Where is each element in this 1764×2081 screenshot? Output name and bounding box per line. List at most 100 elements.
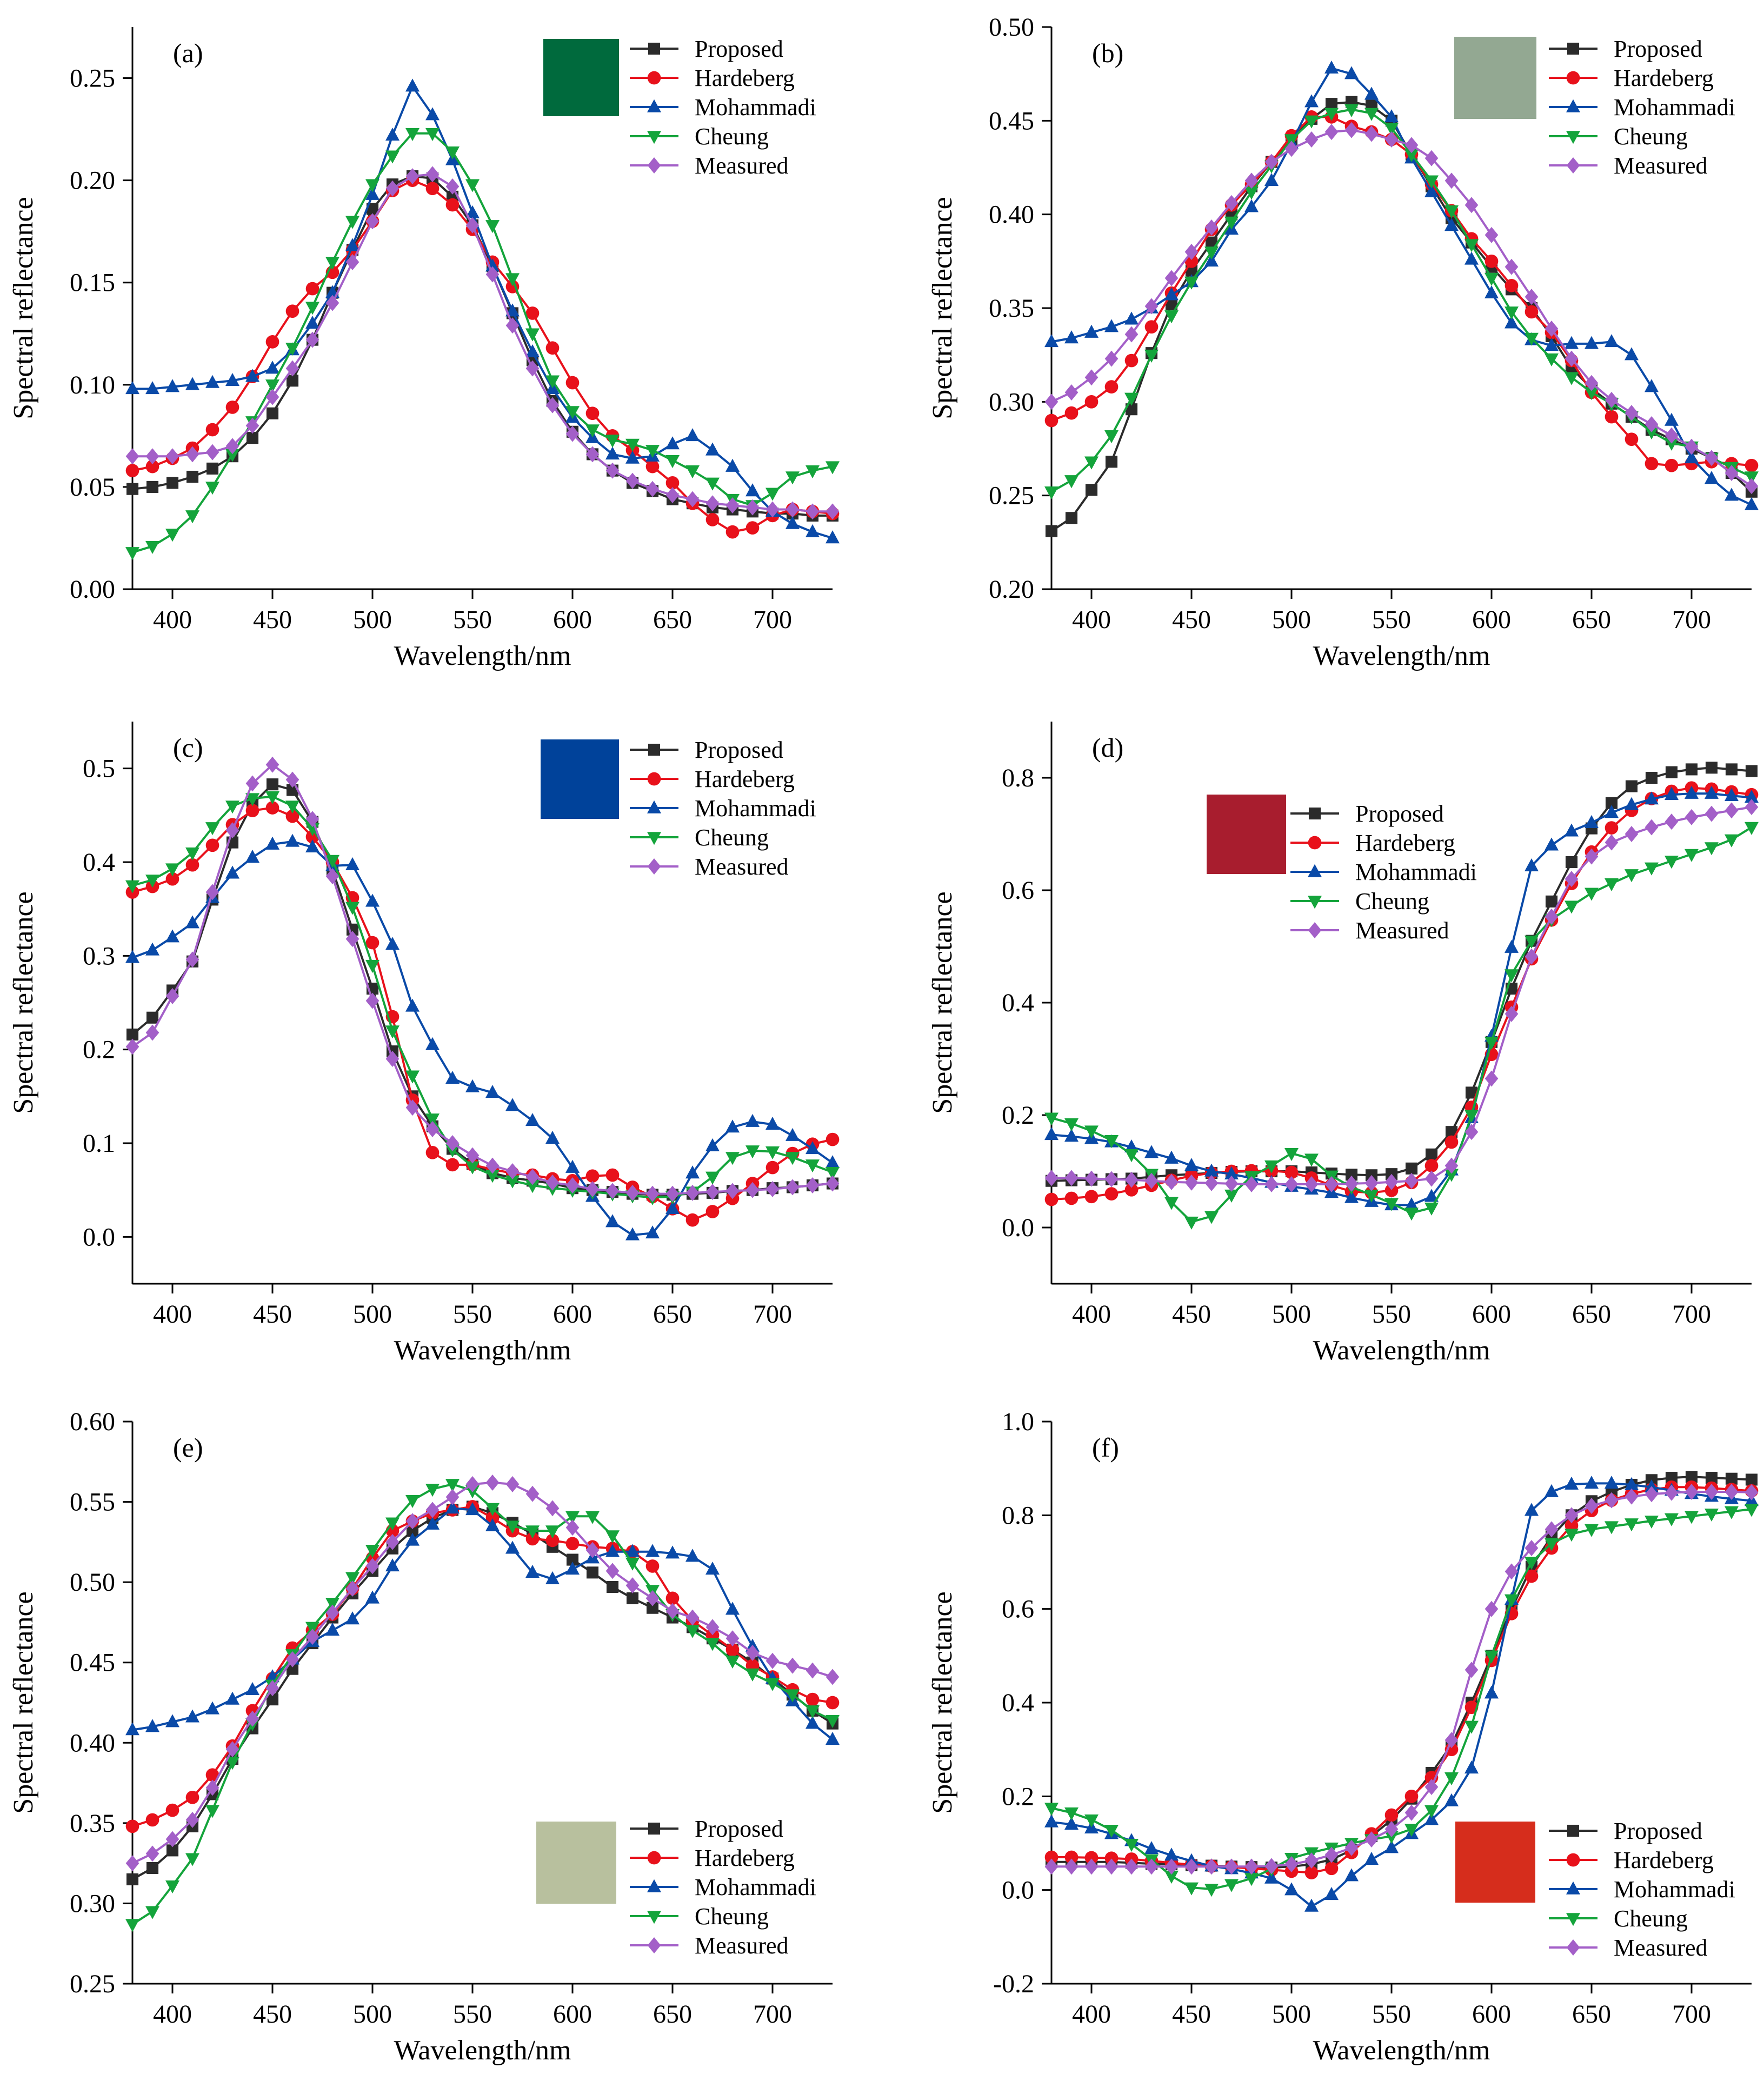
data-point [1745, 478, 1759, 495]
data-point [325, 295, 340, 311]
panel-label: (a) [173, 38, 203, 68]
legend-label: Cheung [1614, 1905, 1688, 1932]
legend-marker [647, 1851, 661, 1865]
data-point [1725, 1484, 1739, 1500]
series-mohammadi [125, 833, 840, 1240]
data-point [685, 1213, 700, 1227]
data-point [365, 959, 380, 973]
data-point [1184, 1174, 1199, 1191]
x-tick-label: 600 [1472, 1300, 1511, 1329]
y-tick-label: 0.0 [83, 1223, 115, 1251]
data-point [1124, 392, 1139, 406]
data-point [1364, 1189, 1379, 1203]
data-point [485, 1503, 500, 1516]
data-point [1625, 1488, 1639, 1505]
data-point [405, 168, 420, 185]
data-point [745, 1182, 760, 1198]
data-point [765, 1180, 780, 1197]
series-measured [1044, 122, 1759, 495]
data-point [1284, 1856, 1299, 1872]
panel-label: (b) [1092, 38, 1123, 68]
data-point [605, 1183, 620, 1199]
data-point [365, 1544, 380, 1558]
data-point [1585, 1476, 1599, 1489]
data-point [586, 1566, 599, 1579]
legend-marker [647, 157, 661, 174]
data-point [625, 1184, 640, 1201]
data-point [1645, 1486, 1659, 1503]
data-point [325, 855, 340, 868]
data-point [405, 1099, 420, 1116]
data-point [266, 407, 279, 419]
data-point [725, 458, 740, 472]
data-point [425, 1121, 440, 1137]
series-line [131, 1483, 833, 1925]
data-point [285, 771, 299, 788]
data-point [705, 1619, 720, 1636]
data-point [605, 462, 620, 479]
data-point [1705, 471, 1719, 484]
data-point [385, 1051, 400, 1067]
data-point [425, 166, 440, 183]
data-point [1364, 108, 1379, 121]
data-point [1545, 338, 1559, 351]
data-point [225, 801, 239, 814]
data-point [265, 756, 279, 773]
y-axis-title: Spectral reflectance [8, 197, 39, 419]
data-point [765, 1678, 780, 1691]
chart-panel: 400 450 500 550 600 650 700 0.0 0.2 0.4 0.6 0.8 Wave… [927, 722, 1759, 1366]
data-point [485, 1157, 500, 1174]
data-point [1064, 1129, 1079, 1142]
data-point [245, 1682, 259, 1695]
legend-label: Hardeberg [1355, 830, 1455, 856]
data-point [1685, 438, 1699, 455]
data-point [786, 1128, 800, 1141]
data-point [165, 929, 179, 943]
data-point [165, 448, 179, 465]
data-point [1705, 450, 1719, 466]
data-point [365, 936, 380, 950]
data-point [565, 1537, 580, 1551]
data-point [625, 472, 640, 489]
data-point [1344, 1868, 1359, 1882]
data-point [1284, 1176, 1299, 1192]
data-point [806, 1662, 820, 1679]
legend-label: Mohammadi [1614, 94, 1735, 121]
data-point [1485, 1600, 1499, 1617]
data-point [806, 465, 820, 478]
legend-marker [1308, 864, 1322, 877]
data-point [1585, 387, 1599, 401]
legend-label: Proposed [1614, 36, 1702, 62]
data-point [1304, 1153, 1319, 1167]
data-point [1505, 1594, 1519, 1608]
series-measured [125, 756, 840, 1202]
data-point [125, 381, 139, 395]
data-point [1404, 1172, 1419, 1189]
data-point [1725, 1472, 1738, 1485]
data-point [1685, 809, 1699, 825]
data-point [545, 1571, 560, 1584]
y-tick-label: -0.2 [993, 1970, 1034, 1998]
data-point [605, 1530, 620, 1544]
x-tick-label: 500 [1272, 605, 1311, 634]
data-point [1344, 1839, 1359, 1856]
data-point [1505, 258, 1519, 275]
data-point [445, 146, 460, 159]
data-point [305, 282, 319, 296]
data-point [445, 1158, 460, 1172]
data-point [685, 491, 700, 508]
legend-label: Proposed [695, 36, 783, 62]
data-point [445, 1500, 460, 1514]
data-point [1204, 1211, 1219, 1224]
data-point [305, 316, 319, 329]
data-point [1384, 1840, 1399, 1853]
data-point [545, 397, 560, 413]
x-axis-title: Wavelength/nm [394, 641, 571, 671]
data-point [1625, 826, 1639, 842]
data-point [1324, 108, 1339, 121]
data-point [625, 438, 640, 452]
data-point [485, 1518, 500, 1531]
data-point [165, 529, 179, 542]
legend-label: Proposed [1355, 801, 1444, 827]
data-point [1525, 289, 1539, 305]
